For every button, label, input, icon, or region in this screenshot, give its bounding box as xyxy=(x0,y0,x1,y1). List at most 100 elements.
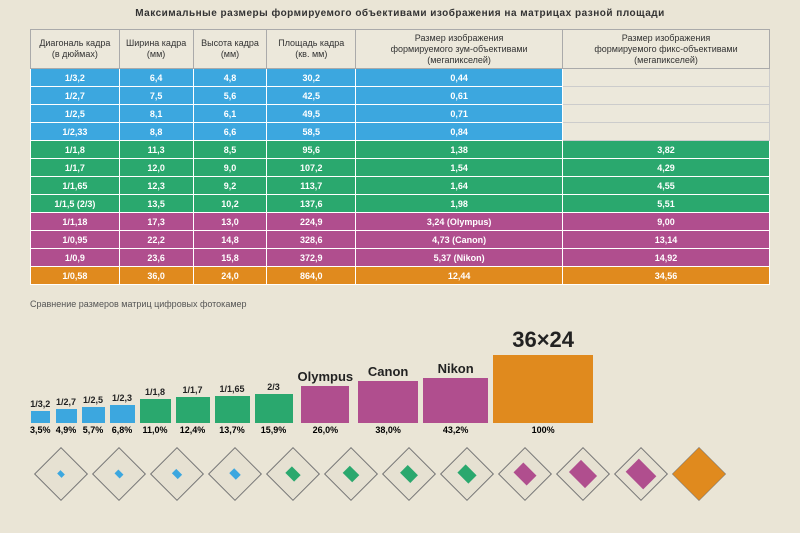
bar-item: 1/2,74,9% xyxy=(56,397,77,435)
table-row: 1/0,9522,214,8328,64,73 (Canon)13,14 xyxy=(31,231,770,249)
table-cell: 1/0,58 xyxy=(31,267,120,285)
col-header: Ширина кадра(мм) xyxy=(119,30,193,69)
bar-item: 1/1,6513,7% xyxy=(215,384,250,435)
page-title: Максимальные размеры формируемого объект… xyxy=(30,8,770,19)
table-row: 1/0,923,615,8372,95,37 (Nikon)14,92 xyxy=(31,249,770,267)
table-cell: 1/2,33 xyxy=(31,123,120,141)
table-row: 1/0,5836,024,0864,012,4434,56 xyxy=(31,267,770,285)
table-cell: 1/1,7 xyxy=(31,159,120,177)
table-cell: 6,1 xyxy=(193,105,267,123)
table-cell: 17,3 xyxy=(119,213,193,231)
sensor-table: Диагональ кадра(в дюймах)Ширина кадра(мм… xyxy=(30,29,770,285)
table-row: 1/2,77,55,642,50,61 xyxy=(31,87,770,105)
table-cell xyxy=(563,105,770,123)
bar-label-top: 36×24 xyxy=(512,327,574,353)
table-row: 1/2,58,16,149,50,71 xyxy=(31,105,770,123)
table-cell: 9,00 xyxy=(563,213,770,231)
table-cell xyxy=(563,69,770,87)
table-cell: 1,64 xyxy=(356,177,563,195)
table-cell: 5,6 xyxy=(193,87,267,105)
col-header: Размер изображенияформируемого фикс-объе… xyxy=(563,30,770,69)
table-cell: 23,6 xyxy=(119,249,193,267)
table-cell: 12,3 xyxy=(119,177,193,195)
table-cell: 12,44 xyxy=(356,267,563,285)
bar-label-bottom: 43,2% xyxy=(443,425,469,435)
bar-label-bottom: 100% xyxy=(532,425,555,435)
bar-rect xyxy=(255,394,293,423)
bar-item: 1/2,55,7% xyxy=(82,395,105,435)
table-cell: 1/1,65 xyxy=(31,177,120,195)
table-cell: 36,0 xyxy=(119,267,193,285)
table-row: 1/1,712,09,0107,21,544,29 xyxy=(31,159,770,177)
bar-rect xyxy=(110,405,135,423)
table-cell: 12,0 xyxy=(119,159,193,177)
table-cell: 58,5 xyxy=(267,123,356,141)
diamond-frame xyxy=(668,443,730,505)
subtitle: Сравнение размеров матриц цифровых фоток… xyxy=(30,299,770,309)
bar-chart: 1/3,23,5%1/2,74,9%1/2,55,7%1/2,36,8%1/1,… xyxy=(30,315,770,435)
col-header: Диагональ кадра(в дюймах) xyxy=(31,30,120,69)
table-cell: 0,71 xyxy=(356,105,563,123)
table-cell: 13,14 xyxy=(563,231,770,249)
table-cell: 1/1,5 (2/3) xyxy=(31,195,120,213)
table-cell: 4,73 (Canon) xyxy=(356,231,563,249)
bar-label-bottom: 4,9% xyxy=(56,425,77,435)
table-cell: 328,6 xyxy=(267,231,356,249)
bar-rect xyxy=(423,378,488,423)
table-cell: 1/1,18 xyxy=(31,213,120,231)
table-row: 1/1,1817,313,0224,93,24 (Olympus)9,00 xyxy=(31,213,770,231)
table-cell: 4,29 xyxy=(563,159,770,177)
bar-label-top: 1/1,65 xyxy=(220,384,245,394)
diamond-frame xyxy=(30,443,92,505)
bar-item: 36×24 100% xyxy=(493,327,593,435)
table-row: 1/2,338,86,658,50,84 xyxy=(31,123,770,141)
bar-label-bottom: 26,0% xyxy=(313,425,339,435)
diamond-frame xyxy=(146,443,208,505)
table-cell: 1/1,8 xyxy=(31,141,120,159)
bar-item: Olympus26,0% xyxy=(298,369,354,435)
bar-rect xyxy=(301,386,349,423)
table-cell: 0,84 xyxy=(356,123,563,141)
diamond-frame xyxy=(204,443,266,505)
bar-item: Nikon43,2% xyxy=(423,361,488,435)
bar-label-bottom: 11,0% xyxy=(143,425,168,435)
bar-label-top: 1/1,8 xyxy=(145,387,165,397)
table-cell: 13,0 xyxy=(193,213,267,231)
bar-label-bottom: 38,0% xyxy=(375,425,401,435)
bar-item: 2/315,9% xyxy=(255,382,293,435)
table-cell: 1,54 xyxy=(356,159,563,177)
table-row: 1/1,811,38,595,61,383,82 xyxy=(31,141,770,159)
table-cell: 34,56 xyxy=(563,267,770,285)
table-cell: 9,0 xyxy=(193,159,267,177)
table-cell: 5,51 xyxy=(563,195,770,213)
bar-rect xyxy=(140,399,171,423)
table-cell: 14,92 xyxy=(563,249,770,267)
diamond-frame xyxy=(88,443,150,505)
bar-rect xyxy=(493,355,593,423)
table-cell: 0,44 xyxy=(356,69,563,87)
bar-item: 1/3,23,5% xyxy=(30,399,51,435)
bar-label-top: 1/1,7 xyxy=(183,385,203,395)
bar-rect xyxy=(31,411,50,423)
table-cell xyxy=(563,123,770,141)
bar-label-bottom: 15,9% xyxy=(261,425,287,435)
table-cell: 9,2 xyxy=(193,177,267,195)
table-cell: 8,5 xyxy=(193,141,267,159)
bar-label-top: 1/2,3 xyxy=(112,393,132,403)
bar-rect xyxy=(358,381,418,423)
table-cell: 1/0,95 xyxy=(31,231,120,249)
table-cell: 95,6 xyxy=(267,141,356,159)
diamond-frame xyxy=(610,443,672,505)
table-cell: 1/2,7 xyxy=(31,87,120,105)
table-cell: 137,6 xyxy=(267,195,356,213)
table-cell: 1,38 xyxy=(356,141,563,159)
table-cell: 5,37 (Nikon) xyxy=(356,249,563,267)
table-cell: 15,8 xyxy=(193,249,267,267)
table-cell: 372,9 xyxy=(267,249,356,267)
table-cell: 0,61 xyxy=(356,87,563,105)
table-cell: 24,0 xyxy=(193,267,267,285)
bar-label-top: 1/3,2 xyxy=(30,399,50,409)
bar-item: Canon38,0% xyxy=(358,364,418,435)
table-cell: 7,5 xyxy=(119,87,193,105)
col-header: Высота кадра(мм) xyxy=(193,30,267,69)
